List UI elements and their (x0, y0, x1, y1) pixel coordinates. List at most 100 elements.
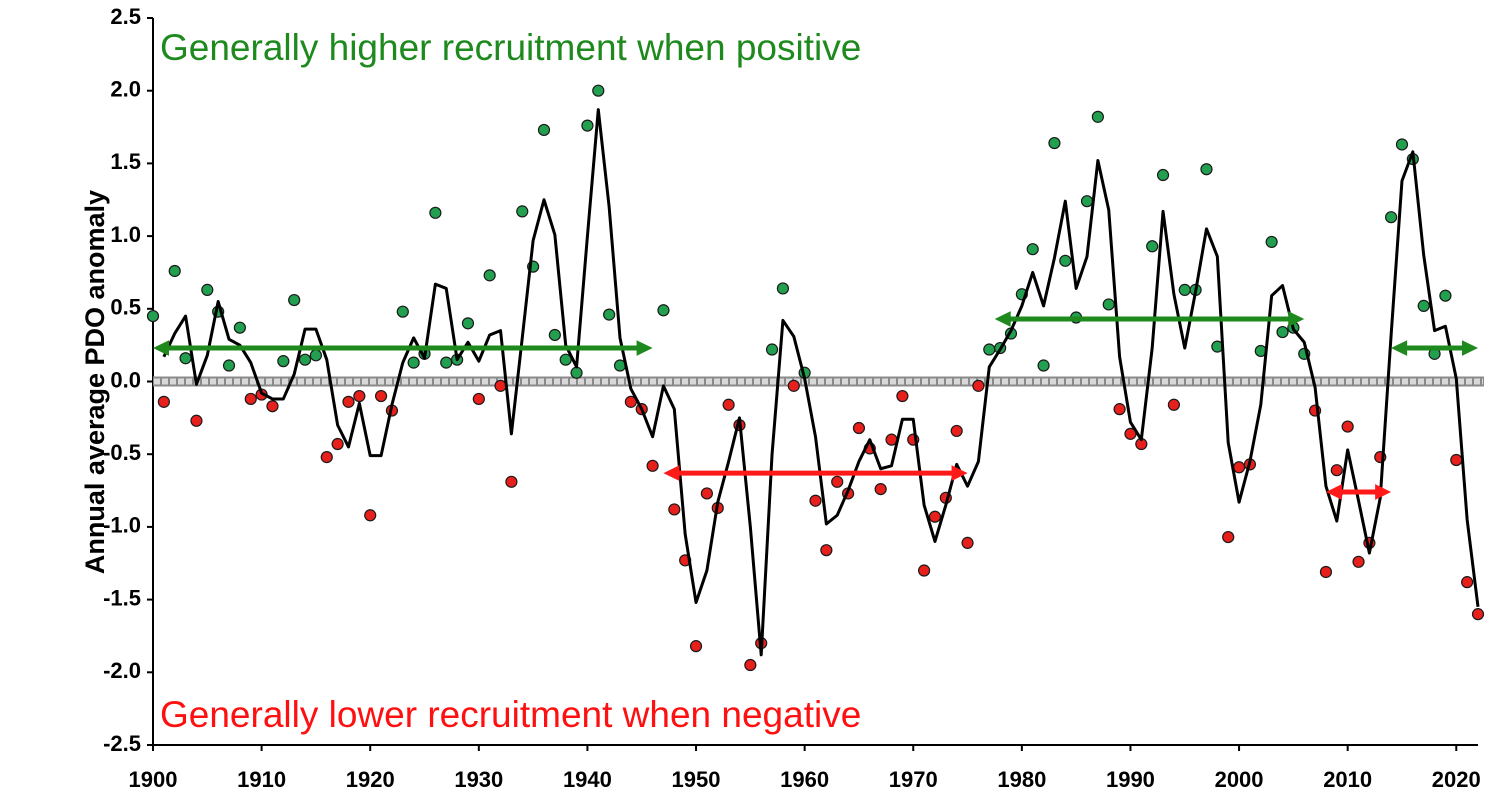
pdo-point (689, 640, 703, 653)
pdo-point (201, 283, 214, 296)
pdo-point (1232, 461, 1246, 474)
pdo-point (342, 395, 355, 408)
pdo-point (407, 356, 420, 369)
pdo-point (190, 414, 203, 427)
pdo-point (440, 356, 453, 369)
pdo-point (1319, 565, 1333, 579)
pdo-point (961, 536, 974, 549)
pdo-point (1080, 195, 1094, 208)
x-tick-label: 1980 (997, 767, 1046, 792)
pdo-point (559, 353, 572, 366)
period-arrow-head (636, 340, 653, 356)
y-tick-label: 1.5 (110, 149, 141, 174)
pdo-point (950, 424, 963, 438)
pdo-point (472, 392, 485, 406)
pdo-point (1037, 359, 1050, 372)
pdo-point (603, 308, 616, 321)
pdo-point (374, 389, 388, 403)
pdo-point (1200, 163, 1213, 176)
y-tick-label: -1.5 (103, 585, 141, 610)
pdo-point (646, 459, 659, 472)
pdo-point (277, 355, 290, 368)
pdo-point (744, 658, 757, 672)
pdo-point (1265, 235, 1278, 249)
pdo-point (233, 321, 246, 334)
x-tick-label: 2020 (1432, 767, 1481, 792)
annotation-negative: Generally lower recruitment when negativ… (160, 694, 861, 735)
pdo-point (1113, 403, 1126, 416)
y-tick-label: 2.5 (110, 4, 141, 29)
pdo-point (179, 352, 192, 365)
period-arrow-head (1391, 340, 1408, 356)
x-tick-label: 1900 (129, 767, 178, 792)
pdo-point (331, 437, 344, 451)
y-tick-label: -0.5 (103, 440, 141, 465)
pdo-point (537, 123, 551, 137)
pdo-point (1048, 136, 1061, 150)
y-tick-label: -2.0 (103, 658, 141, 683)
pdo-point (516, 205, 529, 218)
pdo-point (1450, 453, 1463, 467)
pdo-point (1330, 464, 1343, 477)
x-tick-label: 1970 (889, 767, 938, 792)
pdo-point (668, 503, 681, 516)
pdo-point (972, 379, 985, 392)
pdo-point (765, 343, 779, 356)
pdo-point (809, 494, 822, 507)
pdo-point (309, 349, 323, 362)
pdo-point (1146, 240, 1159, 253)
annotation-positive: Generally higher recruitment when positi… (160, 27, 861, 68)
y-tick-label: -1.0 (103, 513, 141, 538)
y-tick-label: 2.0 (110, 77, 141, 102)
pdo-point (1276, 325, 1289, 339)
pdo-point (1167, 398, 1181, 411)
pdo-point (1156, 168, 1170, 182)
x-tick-label: 2010 (1323, 767, 1372, 792)
x-tick-label: 1960 (780, 767, 829, 792)
period-arrow-head (1325, 484, 1342, 500)
pdo-point (1395, 138, 1409, 151)
x-tick-label: 2000 (1215, 767, 1264, 792)
pdo-point (581, 119, 594, 132)
pdo-point (548, 328, 561, 342)
pdo-line (162, 108, 1480, 657)
x-tick-label: 1950 (672, 767, 721, 792)
period-arrow-head (1375, 484, 1392, 500)
pdo-point (1222, 530, 1235, 544)
pdo-point (820, 544, 833, 557)
period-arrow (994, 311, 1305, 327)
pdo-point (168, 264, 181, 278)
period-arrow-head (994, 311, 1011, 327)
pdo-point (483, 269, 496, 282)
pdo-point (1026, 243, 1039, 256)
pdo-point (244, 392, 257, 406)
pdo-point (700, 487, 713, 500)
pdo-point (222, 359, 236, 372)
pdo-point (320, 451, 333, 464)
pdo-point (983, 343, 996, 356)
pdo-point (896, 389, 909, 403)
pdo-point (505, 475, 518, 488)
pdo-point (776, 282, 790, 295)
y-tick-label: 0.0 (110, 367, 141, 392)
pdo-point (288, 293, 301, 307)
pdo-point (918, 564, 931, 577)
pdo-point (157, 395, 170, 408)
x-tick-label: 1910 (237, 767, 286, 792)
period-arrow (153, 340, 653, 356)
y-tick-label: -2.5 (103, 731, 141, 756)
pdo-point (1341, 420, 1354, 433)
pdo-point (1352, 555, 1365, 568)
period-arrow-head (951, 465, 968, 481)
pdo-point (494, 379, 507, 392)
pdo-point (1178, 283, 1191, 296)
pdo-point (461, 317, 475, 330)
period-arrow-head (1288, 311, 1305, 327)
pdo-point (353, 389, 366, 403)
y-axis-title: Annual average PDO anomaly (80, 190, 110, 574)
pdo-point (1439, 289, 1452, 302)
pdo-point (1059, 254, 1072, 267)
pdo-point (592, 84, 605, 97)
period-arrow (1325, 484, 1392, 500)
